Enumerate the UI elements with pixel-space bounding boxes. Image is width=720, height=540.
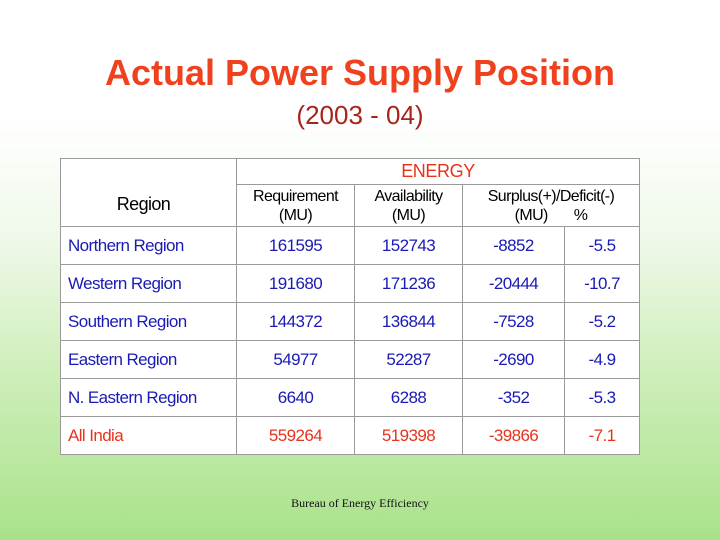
surplus-mu-unit-label: (MU)	[514, 206, 549, 224]
table-column-header-row: Requirement (MU) Availability (MU) Surpl…	[61, 184, 640, 227]
region-column-header: Region	[60, 158, 237, 227]
region-header-label: Region	[116, 194, 171, 214]
energy-group-header: ENERGY	[236, 158, 640, 185]
surplus-pct-cell: -7.1	[564, 416, 640, 455]
surplus-mu-cell: -352	[462, 378, 565, 417]
slide-subtitle: (2003 - 04)	[296, 100, 424, 130]
surplus-mu-cell: -7528	[462, 302, 565, 341]
availability-cell: 519398	[354, 416, 463, 455]
table-group-header-row: Region ENERGY	[60, 158, 640, 227]
surplus-pct-cell: -4.9	[564, 340, 640, 379]
availability-cell: 52287	[354, 340, 463, 379]
surplus-pct-cell: -5.5	[564, 226, 640, 265]
surplus-header-label: Surplus(+)/Deficit(-)	[487, 187, 615, 205]
region-cell: Northern Region	[60, 226, 237, 265]
availability-cell: 171236	[354, 264, 463, 303]
table-row: N. Eastern Region 6640 6288 -352 -5.3	[60, 378, 640, 417]
table-total-row: All India 559264 519398 -39866 -7.1	[60, 416, 640, 455]
availability-cell: 152743	[354, 226, 463, 265]
requirement-cell: 559264	[236, 416, 355, 455]
surplus-mu-cell: -8852	[462, 226, 565, 265]
surplus-mu-cell: -2690	[462, 340, 565, 379]
region-cell: Southern Region	[60, 302, 237, 341]
table-row: Eastern Region 54977 52287 -2690 -4.9	[60, 340, 640, 379]
requirement-cell: 54977	[236, 340, 355, 379]
availability-cell: 136844	[354, 302, 463, 341]
surplus-unit-labels: (MU)%	[463, 206, 639, 225]
surplus-pct-cell: -5.3	[564, 378, 640, 417]
requirement-cell: 6640	[236, 378, 355, 417]
surplus-mu-cell: -20444	[462, 264, 565, 303]
requirement-column-header: Requirement (MU)	[236, 184, 355, 227]
power-supply-table: Region ENERGY Requirement (MU) Availabil…	[60, 158, 640, 455]
region-cell: Western Region	[60, 264, 237, 303]
power-supply-table-container: Region ENERGY Requirement (MU) Availabil…	[60, 158, 640, 455]
table-row: Western Region 191680 171236 -20444 -10.…	[60, 264, 640, 303]
table-row: Northern Region 161595 152743 -8852 -5.5	[60, 226, 640, 265]
surplus-pct-unit-label: %	[573, 206, 588, 224]
requirement-unit-label: (MU)	[278, 206, 313, 224]
region-cell: Eastern Region	[60, 340, 237, 379]
surplus-pct-cell: -10.7	[564, 264, 640, 303]
region-cell: All India	[60, 416, 237, 455]
surplus-mu-cell: -39866	[462, 416, 565, 455]
requirement-cell: 161595	[236, 226, 355, 265]
surplus-pct-cell: -5.2	[564, 302, 640, 341]
availability-unit-label: (MU)	[391, 206, 426, 224]
slide-title: Actual Power Supply Position	[104, 52, 616, 93]
availability-column-header: Availability (MU)	[354, 184, 463, 227]
availability-header-label: Availability	[374, 187, 443, 205]
region-cell: N. Eastern Region	[60, 378, 237, 417]
requirement-cell: 191680	[236, 264, 355, 303]
requirement-cell: 144372	[236, 302, 355, 341]
availability-cell: 6288	[354, 378, 463, 417]
footer-credit: Bureau of Energy Efficiency	[291, 496, 429, 510]
requirement-header-label: Requirement	[252, 187, 339, 205]
surplus-column-header: Surplus(+)/Deficit(-) (MU)%	[462, 184, 640, 227]
table-row: Southern Region 144372 136844 -7528 -5.2	[60, 302, 640, 341]
